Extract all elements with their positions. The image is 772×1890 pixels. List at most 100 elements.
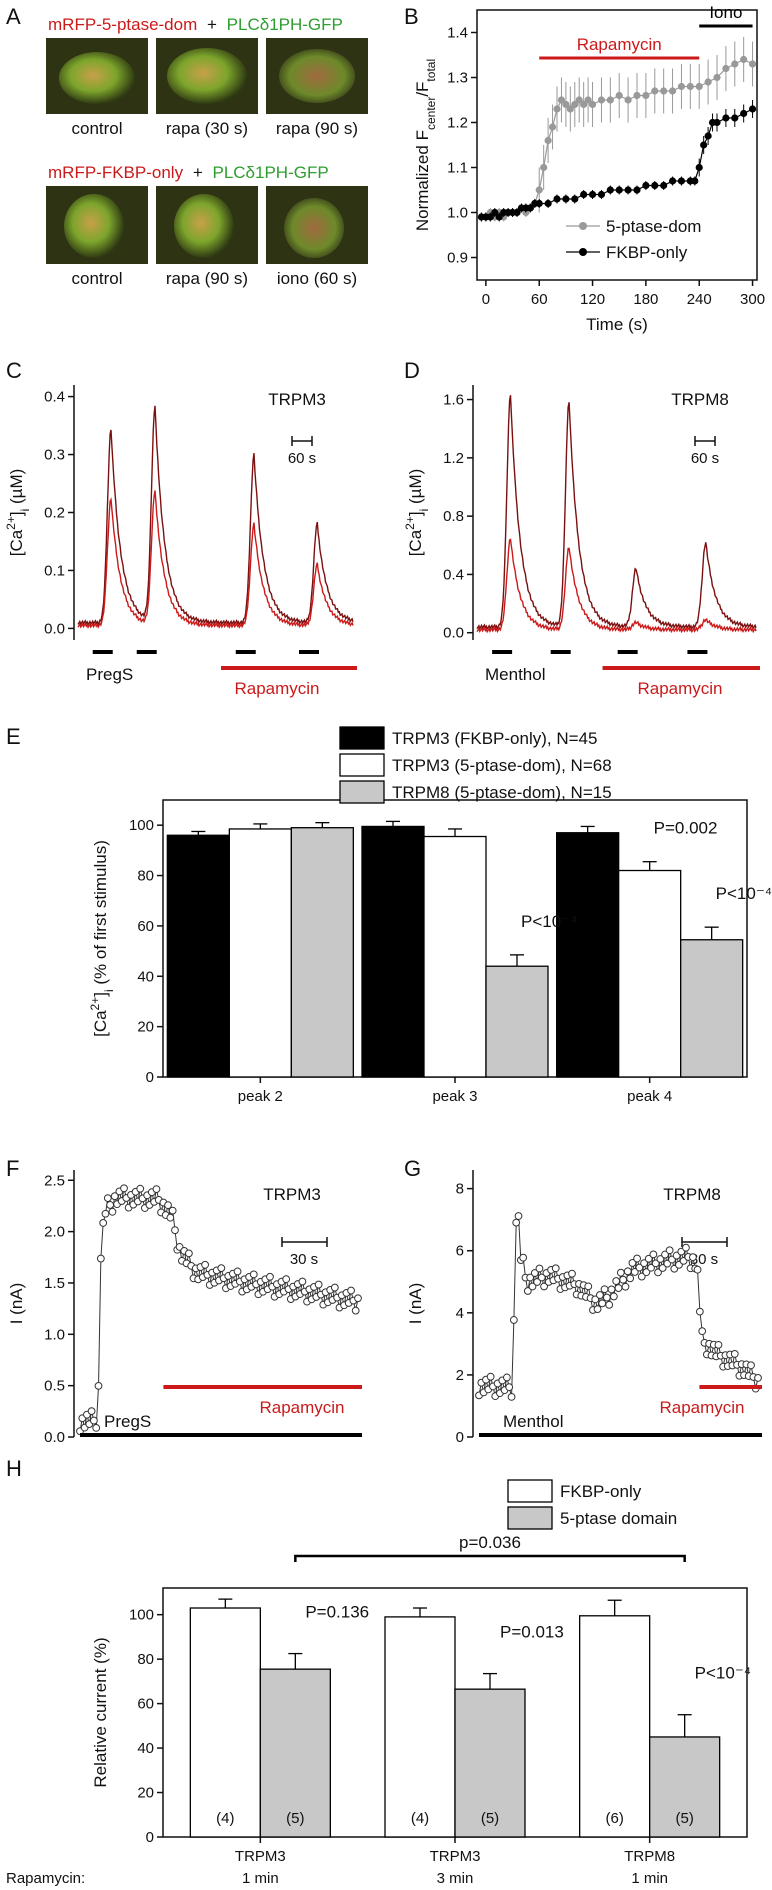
c-ytick-label: 0.3 [44, 447, 65, 464]
b-point [575, 96, 583, 104]
e-ylabel: [Ca2+]i (% of first stimulus) [88, 840, 116, 1037]
b-point [704, 132, 712, 140]
e-ylabel-part: [Ca [91, 1010, 110, 1037]
g-ytick-label: 4 [456, 1305, 464, 1322]
f-point [347, 1286, 355, 1295]
g-point [614, 1284, 623, 1292]
b-point [553, 105, 561, 113]
g-point [626, 1274, 635, 1283]
b-point [535, 199, 543, 208]
g-point [637, 1272, 646, 1281]
g-point [591, 1295, 600, 1304]
row1-plus: + [207, 15, 217, 34]
cell-image [59, 52, 135, 104]
h-pvalue: P=0.136 [305, 1603, 369, 1622]
f-ylabel-part: I (nA) [7, 1283, 26, 1325]
e-legend-swatch [339, 726, 385, 750]
panel-a-row1-heading: mRFP-5-ptase-dom + PLCδ1PH-GFP [48, 15, 343, 34]
f-point [136, 1184, 145, 1193]
d-ylabel-part: ] [406, 511, 425, 516]
h-ytick-label: 20 [137, 1785, 154, 1802]
g-stim-label: Menthol [503, 1412, 563, 1431]
c-ytick-label: 0.2 [44, 505, 65, 522]
f-drug-label: Rapamycin [259, 1398, 344, 1417]
g-point [486, 1372, 495, 1381]
c-drug-label: Rapamycin [234, 679, 319, 698]
e-ylabel-part: i [102, 989, 116, 992]
g-point [693, 1265, 702, 1274]
h-n-label: (4) [411, 1810, 429, 1827]
e-bar [228, 828, 292, 1078]
g-point [509, 1316, 518, 1324]
f-ytick-label: 1.0 [44, 1326, 65, 1343]
g-point [505, 1383, 514, 1392]
b-point [566, 105, 574, 113]
b-point [615, 186, 623, 194]
h-ytick-label: 80 [137, 1651, 154, 1668]
c-trace-1 [77, 405, 354, 626]
c-trace-2 [77, 490, 354, 629]
e-category-label: peak 4 [627, 1088, 672, 1105]
e-ytick-label: 100 [129, 817, 154, 834]
b-point [668, 177, 677, 185]
b-point [748, 105, 757, 113]
b-legend-label: FKBP-only [606, 243, 688, 262]
b-point [713, 73, 721, 82]
f-point [87, 1407, 96, 1416]
panel-label-c: C [6, 358, 22, 383]
g-point [754, 1374, 762, 1382]
f-stim-label: PregS [104, 1412, 151, 1431]
g-point [642, 1268, 651, 1277]
b-point [677, 177, 686, 185]
f-point [168, 1206, 177, 1215]
b-point [722, 64, 730, 73]
panel-e-chart: 0 20 40 60 80 100 peak 2 peak 3 peak 4 [Ca2+]i (%… [88, 726, 772, 1105]
g-point [630, 1268, 639, 1276]
g-point [537, 1273, 546, 1282]
f-point [217, 1264, 226, 1273]
h-bar [384, 1616, 456, 1838]
panel-f-chart: 0.0 0.5 1.0 1.5 2.0 2.5 I (nA) TRPM3 30 s PregS Ra… [7, 1170, 362, 1446]
b-point [695, 163, 703, 172]
panel-d-chart: 0.0 0.4 0.8 1.2 1.6 [Ca2+]i (µM) TRPM8 60 s Ment… [403, 385, 760, 698]
e-bar [423, 835, 487, 1078]
c-ytick-label: 0.4 [44, 389, 65, 406]
b-point [580, 190, 588, 199]
f-point [103, 1194, 112, 1203]
g-scale-label: 30 s [690, 1251, 718, 1268]
f-point [96, 1254, 105, 1263]
g-point [621, 1282, 630, 1291]
e-ylabel-part: 2+ [88, 997, 102, 1011]
h-n-label: (5) [675, 1810, 693, 1827]
panel-a-row2-heading: mRFP-FKBP-only + PLCδ1PH-GFP [48, 163, 329, 182]
f-point [120, 1184, 128, 1193]
h-bar [454, 1688, 526, 1838]
h-bracket-label: p=0.036 [459, 1533, 521, 1552]
h-sublabel: 1 min [631, 1870, 668, 1887]
b-point [740, 55, 748, 64]
h-pvalue: P<10⁻⁴ [695, 1664, 751, 1683]
b-ylabel: Normalized Fcenter/Ftotal [413, 59, 438, 231]
panel-label-a: A [6, 4, 21, 29]
f-current-line [79, 1188, 359, 1432]
row2-construct-label: mRFP-FKBP-only [48, 163, 184, 182]
b-xtick-label: 180 [633, 291, 658, 308]
b-point [597, 96, 606, 104]
panel-g-chart: 0 2 4 6 8 I (nA) TRPM8 30 s Menthol Rapamycin [406, 1170, 762, 1446]
c-ylabel-part: (µM) [7, 469, 26, 509]
g-point [535, 1264, 544, 1273]
h-bracket [294, 1554, 686, 1562]
c-ylabel-part: 2+ [4, 516, 18, 530]
caption-iono60: iono (60 s) [277, 269, 357, 288]
b-legend-label: 5-ptase-dom [606, 217, 701, 236]
e-ytick-label: 40 [137, 968, 154, 985]
f-point [92, 1423, 101, 1432]
g-point [600, 1285, 609, 1294]
b-point [668, 87, 677, 95]
caption-rapa90-1: rapa (90 s) [276, 119, 358, 138]
d-ytick-label: 1.6 [443, 392, 464, 409]
g-point [602, 1293, 611, 1302]
b-point [495, 213, 503, 221]
b-point [651, 87, 659, 95]
g-point [654, 1268, 662, 1277]
